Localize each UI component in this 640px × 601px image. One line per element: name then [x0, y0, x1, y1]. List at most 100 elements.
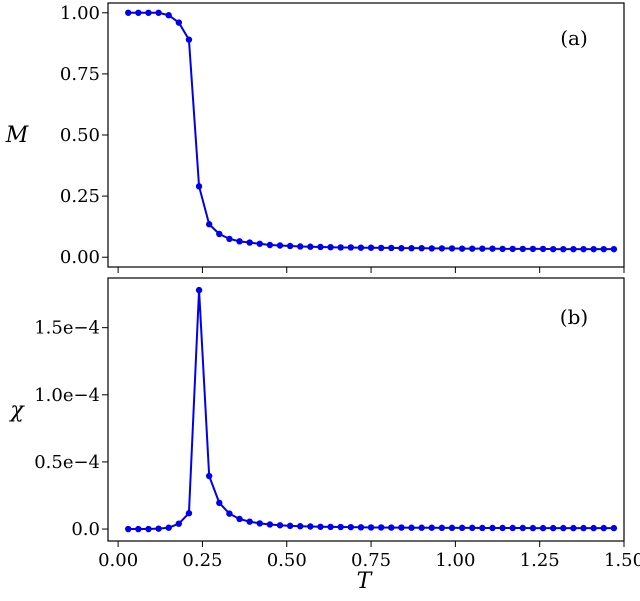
data-point — [469, 524, 476, 532]
data-point — [307, 523, 314, 530]
panel-a: 0.00 0.25 0.50 0.75 1.00 (a) M — [5, 2, 625, 273]
data-point — [388, 524, 395, 531]
data-point — [195, 183, 203, 190]
data-point — [398, 244, 405, 252]
data-point — [236, 515, 243, 523]
data-point — [438, 524, 446, 532]
data-point — [165, 524, 172, 531]
data-point — [388, 244, 395, 252]
data-point — [317, 243, 324, 251]
panel-b-x-ticks: 0.00 0.25 0.50 0.75 1.00 1.25 1.50 — [98, 541, 640, 571]
data-point — [256, 240, 263, 247]
data-point — [418, 244, 425, 252]
data-point — [367, 244, 375, 251]
data-point — [297, 523, 304, 530]
y-tick-label: 0.0 — [71, 519, 100, 540]
data-point — [539, 245, 547, 253]
data-point — [256, 520, 263, 527]
panel-b-points — [125, 286, 618, 533]
data-point — [408, 244, 415, 252]
data-point — [276, 522, 284, 529]
data-point — [610, 524, 618, 532]
data-point — [367, 524, 375, 531]
series-line — [128, 11, 614, 251]
y-tick-label: 1.0e−4 — [34, 385, 100, 406]
data-point — [216, 230, 223, 238]
data-point — [418, 524, 425, 531]
x-tick-label: 1.50 — [604, 550, 640, 571]
data-point — [428, 524, 435, 531]
data-point — [266, 241, 274, 249]
data-point — [125, 525, 132, 533]
data-point — [125, 9, 132, 16]
data-point — [519, 245, 527, 253]
data-point — [357, 244, 365, 251]
y-tick-label: 1.00 — [60, 3, 100, 24]
data-point — [600, 245, 607, 253]
data-point — [428, 245, 435, 252]
panel-a-points — [125, 9, 618, 253]
panel-b-series — [128, 289, 614, 531]
data-point — [327, 244, 334, 251]
data-point — [570, 524, 577, 532]
data-point — [479, 245, 486, 252]
data-point — [347, 244, 355, 251]
data-point — [489, 245, 496, 252]
data-point — [317, 523, 324, 530]
panel-b: 0.00 0.25 0.50 0.75 1.00 1.25 1.50 0.0 0.5e−4 1.… — [8, 277, 640, 594]
data-point — [155, 9, 162, 16]
data-point — [489, 524, 496, 532]
data-point — [529, 524, 537, 532]
data-point — [195, 286, 203, 294]
data-point — [539, 524, 547, 532]
data-point — [236, 238, 243, 245]
data-point — [185, 36, 193, 43]
data-point — [145, 525, 152, 533]
y-tick-label: 1.5e−4 — [34, 318, 100, 339]
data-point — [175, 19, 183, 26]
panel-a-x-ticks — [117, 267, 625, 273]
data-point — [297, 243, 304, 250]
data-point — [337, 244, 344, 251]
panel-b-frame — [107, 277, 625, 542]
data-point — [509, 524, 516, 532]
data-point — [377, 244, 385, 252]
data-point — [560, 245, 567, 253]
panel-a-y-axis-label: M — [5, 123, 29, 148]
x-tick-label: 1.25 — [520, 550, 560, 571]
data-point — [549, 524, 557, 532]
data-point — [590, 524, 597, 532]
x-tick-label: 0.75 — [351, 550, 391, 571]
panel-a-frame — [107, 2, 625, 268]
data-point — [205, 472, 213, 480]
y-tick-label: 0.00 — [60, 247, 100, 268]
data-point — [246, 518, 253, 525]
y-tick-label: 0.50 — [60, 125, 100, 146]
data-point — [175, 520, 183, 527]
data-point — [469, 245, 476, 252]
data-point — [529, 245, 537, 253]
data-point — [226, 235, 233, 243]
data-point — [216, 499, 223, 507]
data-point — [246, 239, 253, 246]
data-point — [438, 245, 446, 252]
data-point — [499, 245, 506, 253]
x-tick-label: 1.00 — [435, 550, 475, 571]
data-point — [458, 245, 466, 252]
data-point — [448, 245, 456, 252]
data-point — [185, 510, 193, 517]
data-point — [266, 521, 274, 528]
data-point — [145, 9, 152, 16]
data-point — [610, 245, 618, 253]
data-point — [337, 523, 344, 531]
data-point — [549, 245, 557, 253]
x-tick-label: 0.00 — [98, 550, 138, 571]
data-point — [286, 522, 294, 530]
panel-b-y-ticks: 0.0 0.5e−4 1.0e−4 1.5e−4 — [34, 318, 108, 540]
data-point — [307, 243, 314, 250]
series-line — [128, 289, 614, 531]
data-point — [519, 524, 527, 532]
data-point — [580, 524, 587, 532]
data-point — [276, 242, 284, 249]
